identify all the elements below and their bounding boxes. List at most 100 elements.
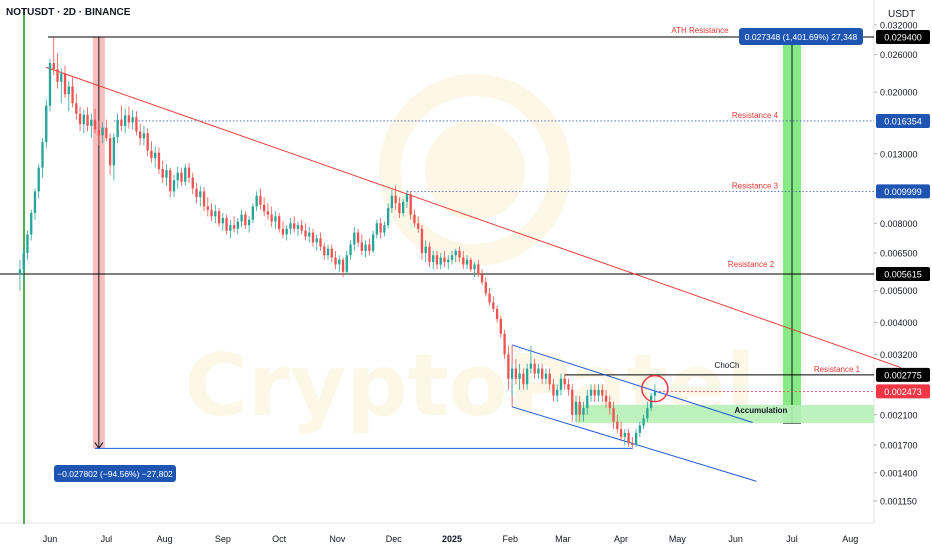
candle — [435, 250, 439, 270]
candle — [30, 209, 33, 241]
candle-body — [255, 195, 258, 207]
candle — [187, 162, 191, 184]
candle-body — [398, 203, 401, 213]
candle-body — [311, 232, 315, 243]
candle-body — [157, 152, 161, 169]
candle-body — [52, 63, 55, 70]
candle-body — [67, 86, 70, 95]
candle — [379, 218, 382, 239]
candle-body — [413, 214, 416, 224]
time-axis[interactable]: Jun Jul Aug Sep Oct Nov Dec 2025 Feb Mar Apr May Jun… — [43, 534, 859, 544]
candle-body — [180, 172, 183, 182]
candle — [409, 191, 412, 220]
candle-body — [401, 201, 405, 213]
candle — [537, 363, 540, 379]
candle-body — [371, 234, 375, 251]
candle-body — [439, 257, 442, 265]
price-tick-label: 0.020000 — [880, 88, 918, 98]
price-tag-r1-label: 0.002775 — [884, 370, 922, 380]
candle-body — [529, 363, 533, 369]
candle — [127, 106, 131, 129]
candle-body — [544, 373, 548, 379]
candle-body — [405, 194, 409, 202]
channel-upper-line[interactable] — [511, 344, 753, 423]
candle-body — [571, 389, 574, 415]
candle-body — [574, 401, 578, 415]
candle-body — [18, 269, 22, 275]
candle-body — [424, 246, 427, 254]
candle — [97, 120, 101, 146]
candle-body — [199, 191, 202, 198]
candle — [330, 244, 333, 263]
candle — [326, 244, 330, 260]
candle-body — [582, 408, 585, 415]
candle — [93, 108, 97, 134]
candle — [450, 250, 454, 265]
candle — [552, 378, 555, 402]
candle — [458, 246, 461, 263]
candle-body — [251, 206, 255, 220]
candle-body — [533, 363, 536, 374]
candle-body — [165, 170, 168, 178]
candle-body — [390, 195, 394, 209]
candle — [221, 212, 224, 231]
candle — [142, 125, 146, 146]
candle-body — [619, 429, 623, 437]
candle-body — [488, 293, 491, 303]
candle — [319, 232, 322, 251]
time-tick-label: Jun — [43, 534, 58, 544]
price-tag-r4 — [876, 113, 930, 128]
candle-body — [120, 119, 123, 126]
candle-body — [221, 218, 224, 224]
candle-body — [518, 373, 521, 379]
candle — [619, 421, 623, 441]
price-tick-label: 0.026000 — [880, 50, 918, 60]
candle-body — [548, 373, 551, 385]
time-tick-label: Nov — [329, 534, 346, 544]
price-tag-ath-label: 0.029400 — [884, 32, 922, 42]
candle-body — [450, 255, 454, 260]
candle — [353, 226, 356, 251]
candle-body — [48, 63, 52, 106]
candle-body — [300, 225, 303, 231]
candle-body — [41, 142, 44, 168]
candle — [556, 384, 559, 402]
candle-body — [191, 177, 194, 189]
time-tick-label: Apr — [614, 534, 628, 544]
candle-body — [217, 211, 221, 224]
candle — [315, 234, 318, 251]
candle-body — [541, 368, 544, 379]
candle — [484, 276, 487, 297]
candle-body — [225, 218, 228, 231]
candle — [180, 167, 183, 186]
candle-body — [507, 354, 510, 379]
candle — [172, 175, 176, 198]
time-tick-label: Oct — [272, 534, 287, 544]
breakout-circle[interactable] — [641, 374, 669, 403]
candle — [634, 429, 638, 447]
candle — [60, 68, 63, 104]
candle-body — [537, 368, 540, 374]
candle — [627, 429, 630, 447]
candle — [653, 384, 657, 402]
channel-lower-line[interactable] — [511, 406, 757, 482]
candle — [589, 384, 593, 402]
candle — [559, 373, 563, 396]
candle — [146, 128, 149, 157]
candle-body — [616, 421, 619, 430]
price-axis[interactable]: 0.032000 0.026000 0.020000 0.013000 0.008000… — [874, 20, 918, 506]
candle — [525, 363, 529, 390]
candle — [48, 59, 52, 112]
descending-trendline[interactable] — [46, 66, 902, 369]
candle — [300, 219, 303, 235]
candle-body — [586, 395, 589, 409]
candle-body — [514, 368, 518, 379]
candle-body — [510, 368, 514, 379]
candle-body — [281, 228, 285, 235]
candle-body — [293, 223, 296, 229]
candle — [473, 262, 476, 277]
candle-body — [567, 384, 570, 390]
candle — [439, 253, 442, 270]
